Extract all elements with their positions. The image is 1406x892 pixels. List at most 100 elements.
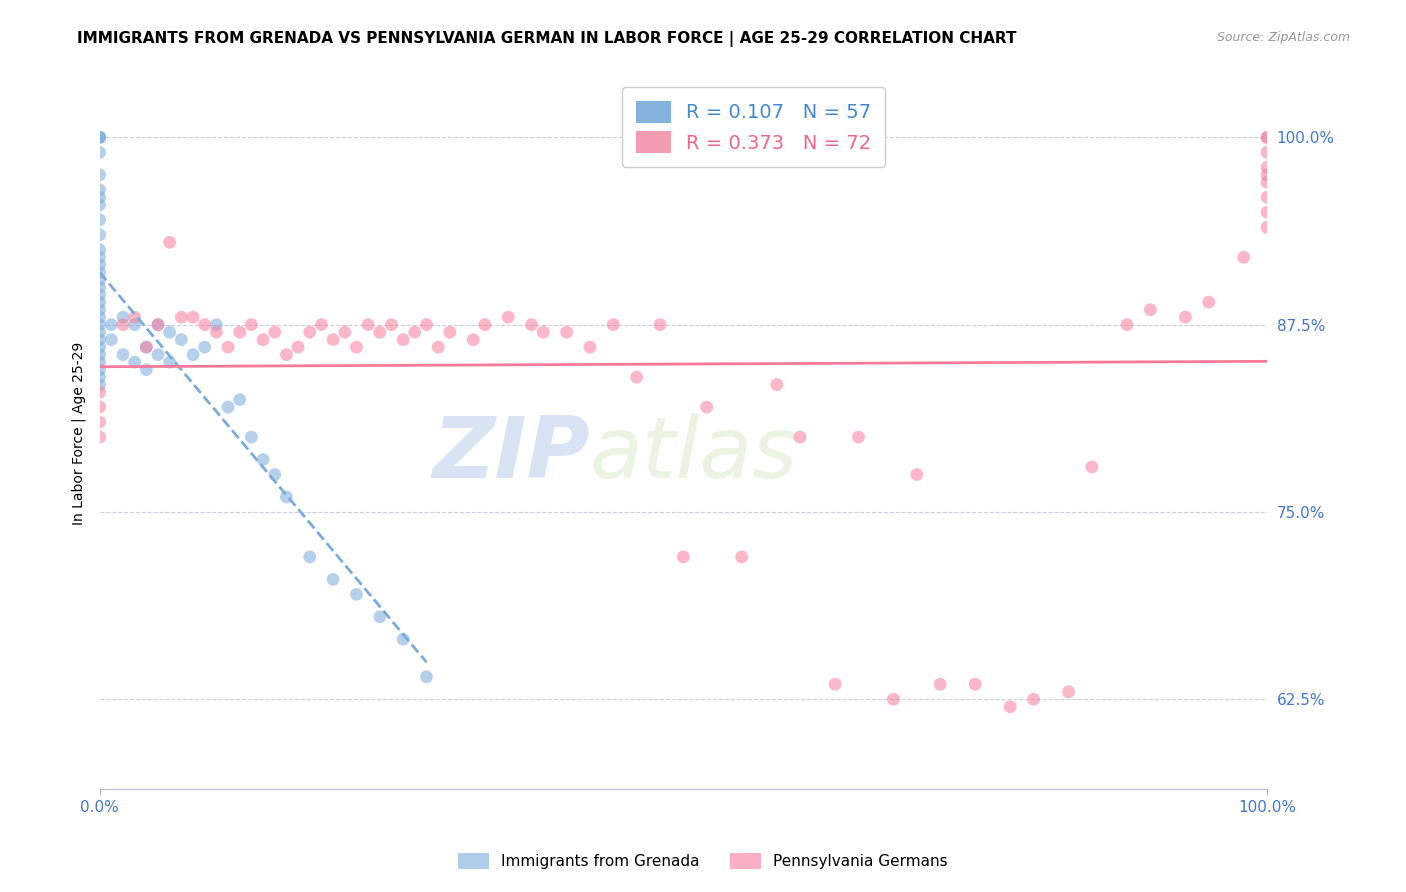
Legend: R = 0.107   N = 57, R = 0.373   N = 72: R = 0.107 N = 57, R = 0.373 N = 72 xyxy=(621,87,884,167)
Point xyxy=(322,333,344,347)
Point xyxy=(1256,175,1278,189)
Point xyxy=(181,310,204,325)
Point xyxy=(170,310,193,325)
Point xyxy=(124,355,146,369)
Point xyxy=(194,318,217,332)
Point xyxy=(89,198,111,212)
Point xyxy=(89,243,111,257)
Point xyxy=(1256,220,1278,235)
Point xyxy=(89,325,111,339)
Legend: Immigrants from Grenada, Pennsylvania Germans: Immigrants from Grenada, Pennsylvania Ge… xyxy=(453,847,953,875)
Point xyxy=(474,318,496,332)
Point xyxy=(240,430,263,444)
Point xyxy=(135,340,157,354)
Point xyxy=(124,318,146,332)
Point xyxy=(111,310,134,325)
Point xyxy=(146,348,169,362)
Point xyxy=(298,549,321,564)
Point xyxy=(89,370,111,384)
Text: IMMIGRANTS FROM GRENADA VS PENNSYLVANIA GERMAN IN LABOR FORCE | AGE 25-29 CORREL: IMMIGRANTS FROM GRENADA VS PENNSYLVANIA … xyxy=(77,31,1017,47)
Point xyxy=(731,549,754,564)
Point xyxy=(1256,190,1278,204)
Point xyxy=(439,325,461,339)
Point xyxy=(170,333,193,347)
Point xyxy=(1116,318,1139,332)
Point xyxy=(89,400,111,414)
Point xyxy=(648,318,671,332)
Text: atlas: atlas xyxy=(591,413,799,496)
Point xyxy=(765,377,787,392)
Text: ZIP: ZIP xyxy=(432,413,591,496)
Point xyxy=(100,333,122,347)
Point xyxy=(89,190,111,204)
Point xyxy=(626,370,648,384)
Point xyxy=(217,340,239,354)
Point xyxy=(146,318,169,332)
Point xyxy=(89,227,111,242)
Point xyxy=(135,340,157,354)
Point xyxy=(368,325,391,339)
Point xyxy=(555,325,578,339)
Point xyxy=(100,318,122,332)
Point xyxy=(380,318,402,332)
Point xyxy=(89,415,111,429)
Point xyxy=(463,333,485,347)
Point xyxy=(89,385,111,400)
Point xyxy=(1256,130,1278,145)
Point xyxy=(602,318,624,332)
Point xyxy=(89,130,111,145)
Point xyxy=(89,355,111,369)
Point xyxy=(404,325,426,339)
Point xyxy=(1256,168,1278,182)
Point xyxy=(368,610,391,624)
Point xyxy=(789,430,811,444)
Point xyxy=(1256,130,1278,145)
Point xyxy=(217,400,239,414)
Point xyxy=(905,467,928,482)
Point xyxy=(228,325,250,339)
Point xyxy=(276,490,298,504)
Point xyxy=(357,318,380,332)
Y-axis label: In Labor Force | Age 25-29: In Labor Force | Age 25-29 xyxy=(72,342,86,524)
Point xyxy=(89,310,111,325)
Point xyxy=(111,348,134,362)
Point xyxy=(205,325,228,339)
Point xyxy=(322,573,344,587)
Point xyxy=(263,467,285,482)
Point xyxy=(89,145,111,160)
Point xyxy=(89,377,111,392)
Point xyxy=(89,430,111,444)
Point xyxy=(346,587,368,601)
Point xyxy=(111,318,134,332)
Point xyxy=(415,318,437,332)
Point xyxy=(89,250,111,264)
Point xyxy=(89,130,111,145)
Point xyxy=(89,212,111,227)
Point xyxy=(228,392,250,407)
Point xyxy=(696,400,718,414)
Point xyxy=(181,348,204,362)
Point xyxy=(579,340,602,354)
Point xyxy=(89,333,111,347)
Point xyxy=(124,310,146,325)
Point xyxy=(89,340,111,354)
Point xyxy=(427,340,450,354)
Point xyxy=(311,318,333,332)
Point xyxy=(1174,310,1197,325)
Point xyxy=(1256,205,1278,219)
Point xyxy=(89,295,111,310)
Text: Source: ZipAtlas.com: Source: ZipAtlas.com xyxy=(1216,31,1350,45)
Point xyxy=(1081,460,1104,475)
Point xyxy=(929,677,952,691)
Point xyxy=(1256,161,1278,175)
Point xyxy=(672,549,695,564)
Point xyxy=(89,302,111,317)
Point xyxy=(146,318,169,332)
Point xyxy=(1233,250,1256,264)
Point xyxy=(392,333,415,347)
Point xyxy=(89,362,111,376)
Point xyxy=(333,325,356,339)
Point xyxy=(240,318,263,332)
Point xyxy=(531,325,554,339)
Point xyxy=(1022,692,1045,706)
